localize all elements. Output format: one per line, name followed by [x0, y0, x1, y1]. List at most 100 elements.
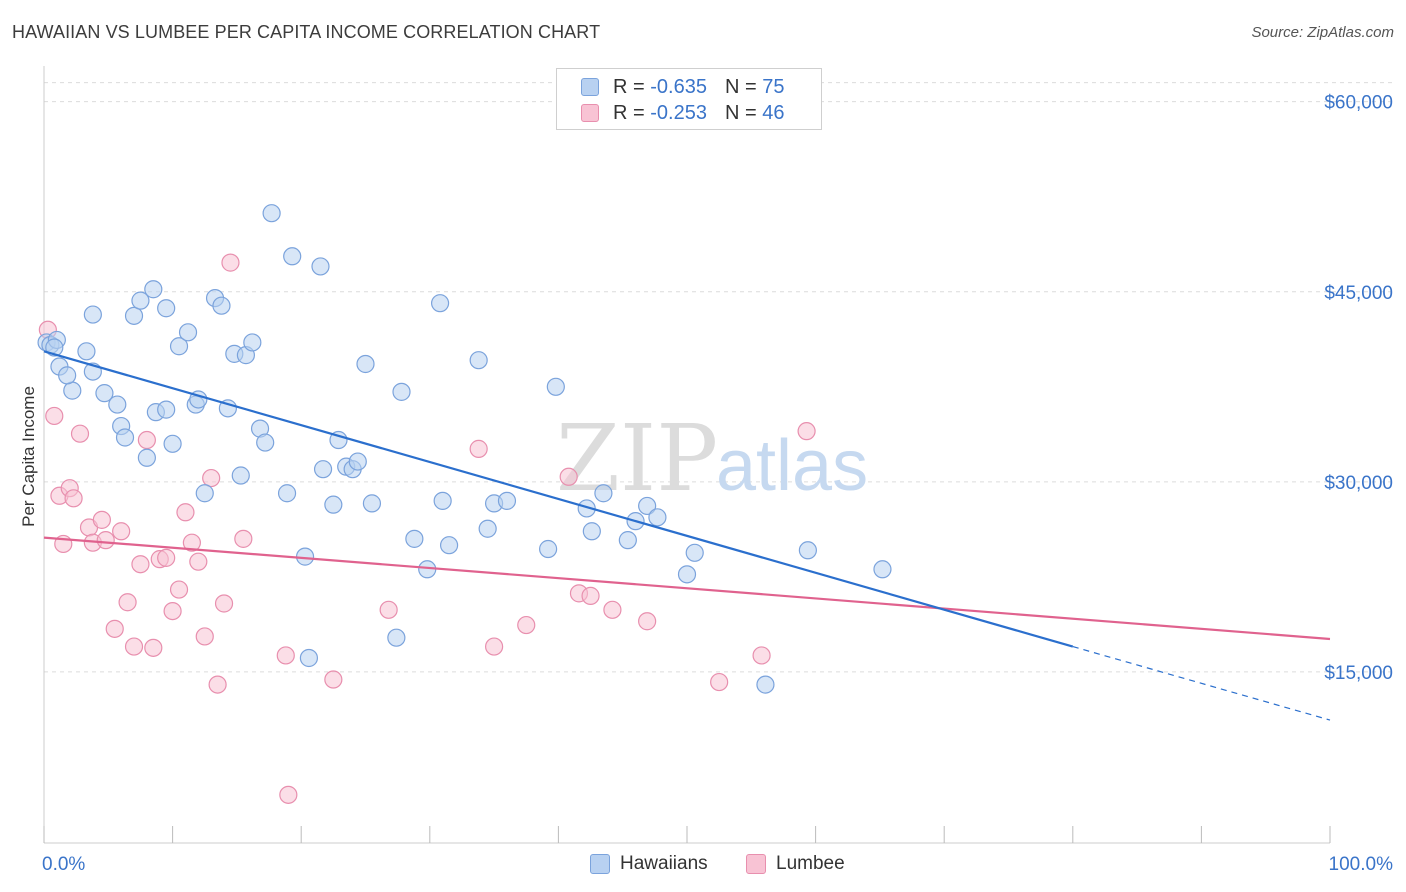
x-tick-label: 100.0%	[1329, 854, 1394, 875]
hawaiians-point	[277, 484, 297, 503]
hawaiians-point	[212, 296, 231, 315]
lumbee-trend-line	[43, 536, 1331, 641]
watermark-zip: ZIP	[556, 405, 718, 512]
hawaiians-point	[218, 399, 237, 418]
lumbee-point	[221, 253, 240, 272]
legend-item-hawaiians: Hawaiians	[590, 852, 708, 876]
lumbee-point	[469, 439, 488, 458]
hawaiians-point	[169, 337, 189, 356]
hawaiians-point	[469, 351, 488, 370]
lumbee-point	[638, 612, 657, 631]
chart-title: HAWAIIAN VS LUMBEE PER CAPITA INCOME COR…	[12, 22, 601, 42]
lumbee-point	[517, 615, 536, 635]
lumbee-point	[324, 670, 343, 689]
lumbee-point	[112, 522, 131, 541]
hawaiians-point	[313, 460, 333, 479]
lumbee-point	[279, 785, 298, 804]
hawaiians-trend-line	[43, 350, 1074, 648]
hawaiians-point	[798, 541, 817, 560]
hawaiians-point	[124, 306, 144, 325]
hawaiians-point	[433, 491, 452, 510]
r-label: R =	[613, 101, 645, 124]
hawaiians-point	[77, 342, 96, 361]
lumbee-point	[214, 594, 234, 613]
hawaiians-point	[324, 495, 343, 514]
stats-legend: R = -0.635 N = 75 R = -0.253 N = 46	[556, 68, 822, 130]
lumbee-point	[603, 600, 622, 619]
hawaiians-legend-swatch	[590, 854, 610, 874]
lumbee-point	[559, 467, 578, 486]
hawaiians-point	[348, 452, 367, 471]
hawaiians-point	[95, 384, 114, 403]
lumbee-point	[797, 422, 816, 441]
hawaiians-point	[356, 354, 375, 374]
hawaiians-point	[362, 494, 382, 513]
axis-labels: $15,000 $30,000 $45,000 $60,000 0.0% 100.0% Pe…	[19, 93, 1393, 875]
lumbee-point	[64, 489, 83, 508]
n-label: N =	[724, 101, 757, 124]
hawaiians-point	[546, 377, 565, 396]
hawaiians-point	[178, 323, 198, 342]
lumbee-point	[581, 586, 600, 605]
lumbee-point	[379, 600, 398, 619]
y-tick-label: $30,000	[1324, 473, 1393, 494]
hawaiians-point	[582, 522, 601, 541]
y-tick-label: $15,000	[1324, 663, 1393, 684]
lumbee-point	[202, 468, 221, 488]
lumbee-point	[234, 529, 253, 548]
hawaiians-point	[439, 536, 459, 555]
hawaiians-point	[392, 382, 411, 401]
legend-item-lumbee: Lumbee	[746, 852, 845, 876]
hawaiians-swatch	[581, 78, 599, 96]
lumbee-legend-label: Lumbee	[776, 853, 845, 874]
hawaiians-point	[299, 648, 319, 668]
lumbee-point	[176, 503, 195, 522]
r-label: R =	[613, 75, 645, 98]
x-tick-label: 0.0%	[42, 854, 85, 875]
lumbee-point	[124, 637, 144, 656]
hawaiians-point	[63, 381, 82, 400]
y-axis-label: Per Capita Income	[19, 386, 38, 527]
n-value: 46	[762, 101, 785, 124]
hawaiians-point	[685, 543, 704, 562]
watermark-atlas: atlas	[716, 426, 868, 506]
lumbee-point	[105, 619, 124, 638]
hawaiians-point	[163, 434, 182, 453]
hawaiians-point	[497, 491, 517, 510]
hawaiians-point	[539, 539, 558, 559]
lumbee-point	[276, 646, 295, 665]
lumbee-point	[131, 555, 150, 574]
lumbee-point	[70, 424, 90, 443]
hawaiians-point	[873, 560, 892, 579]
hawaiians-point	[283, 247, 302, 266]
stats-row-hawaiians: R = -0.635 N = 75	[581, 75, 784, 99]
axes	[43, 66, 1331, 844]
trend-lines	[43, 350, 1331, 721]
y-tick-label: $45,000	[1324, 283, 1393, 304]
lumbee-point	[710, 672, 729, 692]
n-label: N =	[724, 75, 757, 98]
hawaiians-point	[137, 448, 156, 467]
hawaiians-point	[256, 433, 275, 452]
hawaiians-point	[45, 338, 64, 357]
lumbee-point	[118, 593, 137, 612]
hawaiians-point	[115, 428, 135, 447]
hawaiians-point	[430, 294, 450, 313]
hawaiians-point	[262, 204, 281, 223]
hawaiians-point	[195, 484, 214, 503]
lumbee-point	[195, 627, 214, 646]
lumbee-point	[157, 548, 176, 567]
hawaiians-legend-label: Hawaiians	[620, 853, 708, 874]
lumbee-point	[137, 430, 156, 450]
hawaiians-point	[144, 280, 163, 299]
lumbee-point	[144, 638, 163, 657]
lumbee-point	[208, 675, 227, 694]
hawaiians-point	[405, 529, 424, 548]
hawaiians-trend-extension	[1072, 646, 1331, 721]
hawaiians-point	[478, 519, 497, 538]
hawaiians-point	[83, 305, 102, 324]
hawaiians-point	[231, 466, 250, 485]
hawaiians-point	[108, 395, 127, 414]
lumbee-point	[485, 637, 504, 656]
lumbee-point	[45, 406, 64, 426]
